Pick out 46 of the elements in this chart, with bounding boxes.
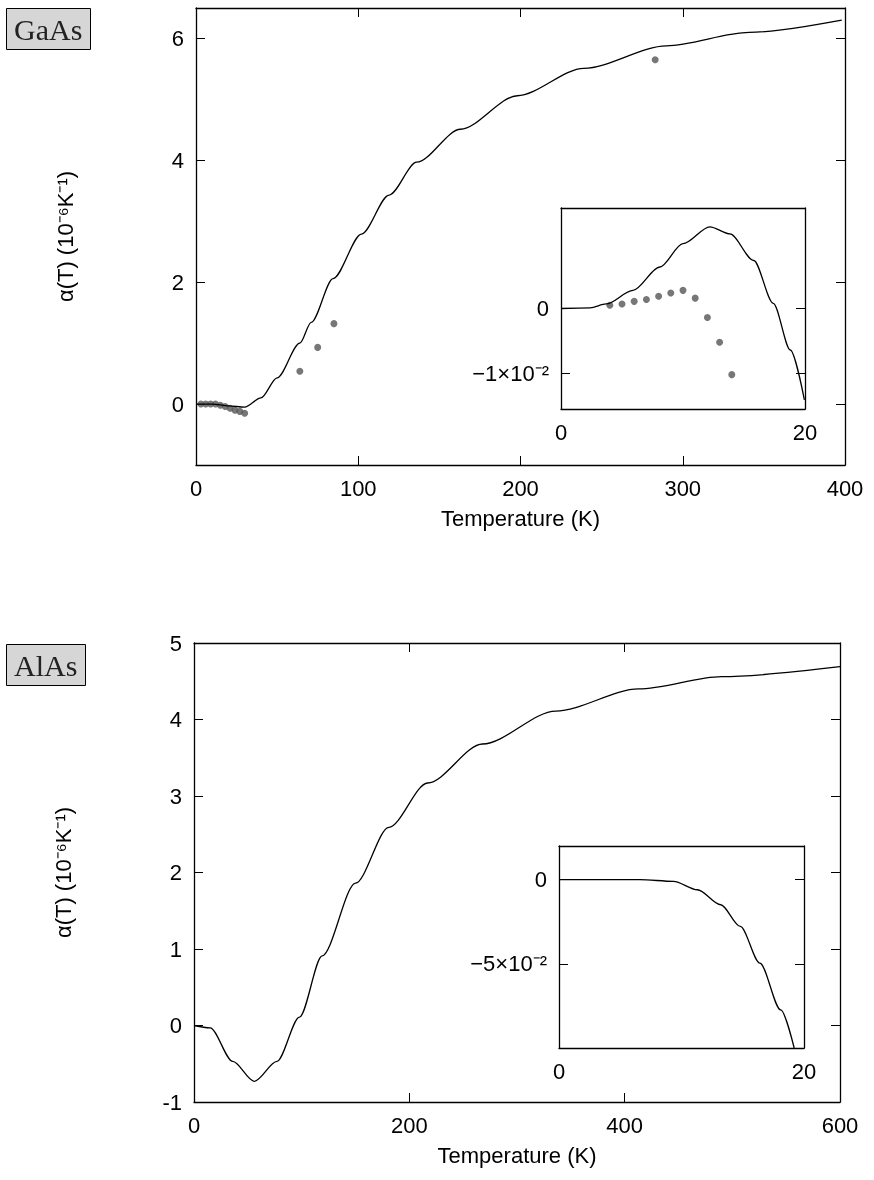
x-axis-title: Temperature (K) <box>441 505 600 531</box>
y-tick-label: 3 <box>169 783 182 809</box>
y-axis-title: α(T) (10⁻⁶K⁻¹) <box>50 806 76 939</box>
y-tick-label: 0 <box>534 867 547 893</box>
x-tick-label: 20 <box>791 1058 817 1084</box>
x-tick-label: 400 <box>606 1112 644 1138</box>
x-tick-label: 0 <box>187 1112 201 1138</box>
y-tick-label: 4 <box>169 707 182 732</box>
point <box>630 297 638 305</box>
point <box>716 338 724 346</box>
point <box>642 295 650 303</box>
y-tick-label: −5×10⁻² <box>470 951 547 977</box>
chart-title: AlAs <box>14 648 78 682</box>
y-tick-label: 0 <box>169 1013 182 1038</box>
y-tick-label: −1×10⁻² <box>472 360 549 386</box>
point <box>728 371 736 379</box>
x-tick-label: 400 <box>826 475 864 501</box>
x-axis-title: Temperature (K) <box>437 1142 597 1168</box>
point <box>314 343 322 351</box>
point <box>296 367 304 375</box>
x-tick-label: 20 <box>792 419 818 445</box>
x-tick-label: 100 <box>339 475 377 501</box>
x-tick-label: 200 <box>502 475 539 501</box>
point <box>330 320 338 328</box>
point <box>241 409 249 417</box>
point <box>679 286 687 294</box>
y-tick-label: 0 <box>536 296 549 321</box>
y-tick-label: 2 <box>169 860 182 885</box>
chart-title: GaAs <box>14 12 83 46</box>
x-tick-label: 200 <box>390 1112 428 1138</box>
y-axis-title: α(T) (10⁻⁶K⁻¹) <box>52 170 78 303</box>
y-tick-label: -1 <box>162 1089 182 1115</box>
y-tick-label: 0 <box>171 391 184 417</box>
point <box>703 314 711 322</box>
y-tick-label: 5 <box>169 630 182 656</box>
y-tick-label: 1 <box>169 936 182 962</box>
y-tick-label: 4 <box>171 147 184 173</box>
x-tick-label: 0 <box>189 475 203 501</box>
point <box>667 289 675 297</box>
x-tick-label: 600 <box>821 1112 859 1138</box>
point <box>655 292 663 300</box>
point <box>651 56 659 64</box>
point <box>691 294 699 302</box>
y-tick-label: 2 <box>171 269 184 295</box>
y-tick-label: 6 <box>171 25 184 51</box>
x-tick-label: 300 <box>664 475 702 501</box>
